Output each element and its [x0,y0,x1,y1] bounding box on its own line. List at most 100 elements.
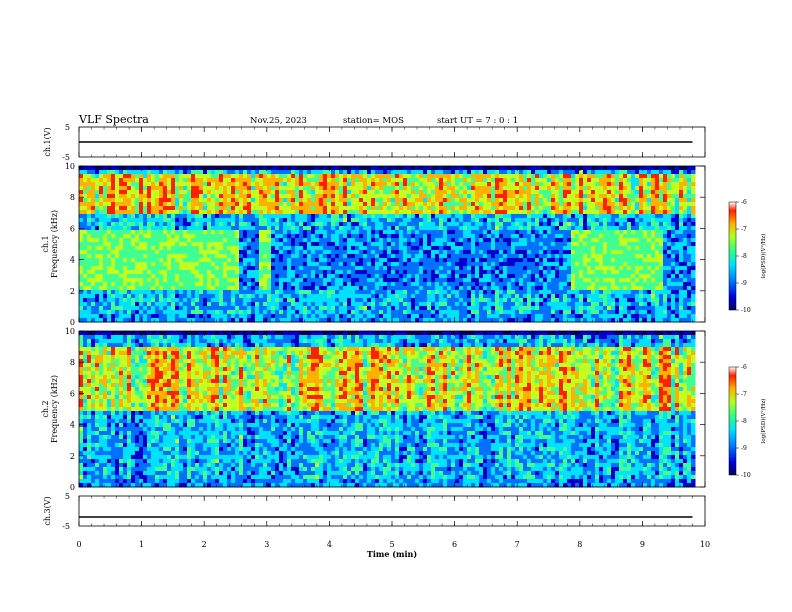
spectrogram-cell [275,306,280,311]
spectrogram-cell [131,202,136,207]
spectrogram-cell [247,286,252,291]
spectrogram-cell [231,246,236,251]
spectrogram-cell [519,166,524,171]
spectrogram-cell [415,270,420,275]
spectrogram-cell [507,270,512,275]
spectrogram-cell [451,270,456,275]
spectrogram-cell [447,314,452,319]
spectrogram-cell [107,170,112,175]
spectrogram-cell [363,286,368,291]
spectrogram-cell [139,294,144,299]
spectrogram-cell [415,226,420,231]
spectrogram-cell [431,286,436,291]
spectrogram-cell [559,314,564,319]
spectrogram-cell [567,206,572,211]
spectrogram-cell [91,222,96,227]
spectrogram-cell [107,242,112,247]
spectrogram-cell [431,170,436,175]
spectrogram-cell [207,302,212,307]
spectrogram-cell [411,314,416,319]
spectrogram-cell [563,178,568,183]
spectrogram-cell [323,250,328,255]
spectrogram-cell [411,166,416,171]
spectrogram-cell [555,246,560,251]
spectrogram-cell [279,198,284,203]
spectrogram-cell [471,214,476,219]
spectrogram-cell [159,202,164,207]
spectrogram-cell [291,178,296,183]
spectrogram-cell [103,190,108,195]
spectrogram-cell [91,266,96,271]
spectrogram-cell [311,246,316,251]
spectrogram-cell [531,250,536,255]
spectrogram-cell [215,246,220,251]
spectrogram-cell [103,194,108,199]
spectrogram-cell [467,174,472,179]
spectrogram-cell [567,238,572,243]
spectrogram-cell [471,246,476,251]
spectrogram-cell [287,314,292,319]
spectrogram-cell [231,266,236,271]
spectrogram-cell [455,190,460,195]
spectrogram-cell [447,294,452,299]
spectrogram-cell [495,186,500,191]
spectrogram-cell [103,302,108,307]
spectrogram-cell [183,278,188,283]
spectrogram-cell [335,174,340,179]
spectrogram-cell [223,286,228,291]
spectrogram-cell [383,170,388,175]
spectrogram-cell [255,166,260,171]
spectrogram-cell [227,178,232,183]
spectrogram-cell [355,242,360,247]
spectrogram-cell [503,306,508,311]
spectrogram-cell [279,190,284,195]
spectrogram-cell [295,274,300,279]
spectrogram-cell [351,278,356,283]
spectrogram-cell [523,202,528,207]
spectrogram-cell [103,178,108,183]
spectrogram-cell [107,290,112,295]
spectrogram-cell [531,222,536,227]
spectrogram-cell [447,282,452,287]
spectrogram-cell [435,206,440,211]
spectrogram-cell [523,222,528,227]
spectrogram-cell [295,194,300,199]
spectrogram-cell [247,242,252,247]
spectrogram-cell [203,274,208,279]
spectrogram-cell [355,234,360,239]
spectrogram-cell [343,218,348,223]
spectrogram-cell [415,266,420,271]
spectrogram-cell [279,238,284,243]
spectrogram-cell [463,246,468,251]
spectrogram-cell [183,194,188,199]
spectrogram-cell [175,282,180,287]
spectrogram-cell [459,258,464,263]
spectrogram-cell [235,278,240,283]
spectrogram-cell [539,274,544,279]
spectrogram-cell [363,254,368,259]
spectrogram-cell [487,198,492,203]
spectrogram-cell [291,302,296,307]
spectrogram-cell [79,318,84,323]
spectrogram-cell [315,302,320,307]
spectrogram-cell [427,202,432,207]
spectrogram-cell [559,278,564,283]
spectrogram-cell [87,242,92,247]
spectrogram-cell [191,282,196,287]
spectrogram-cell [375,306,380,311]
spectrogram-cell [187,230,192,235]
spectrogram-cell [519,266,524,271]
spectrogram-cell [175,234,180,239]
spectrogram-cell [459,170,464,175]
spectrogram-cell [507,258,512,263]
spectrogram-cell [411,310,416,315]
spectrogram-cell [119,226,124,231]
spectrogram-cell [439,190,444,195]
spectrogram-cell [531,246,536,251]
spectrogram-cell [467,226,472,231]
spectrogram-cell [559,282,564,287]
spectrogram-cell [319,206,324,211]
spectrogram-cell [471,306,476,311]
spectrogram-cell [335,218,340,223]
spectrogram-cell [347,294,352,299]
